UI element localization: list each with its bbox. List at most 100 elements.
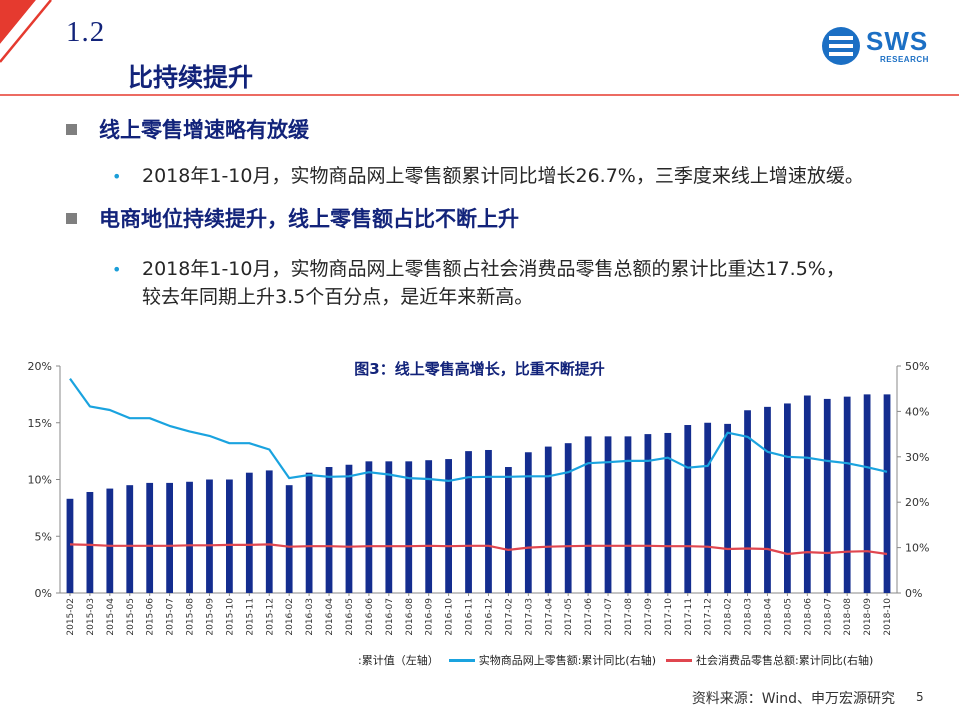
bar — [425, 460, 433, 593]
x-tick-label: 2015-09 — [205, 598, 215, 636]
x-tick-label: 2015-05 — [126, 598, 136, 636]
section-title: 比持续提升 — [128, 63, 254, 92]
x-tick-label: 2016-03 — [305, 598, 315, 636]
bar — [544, 446, 552, 593]
x-tick-label: 2015-12 — [265, 598, 275, 636]
x-tick-label: 2017-07 — [604, 598, 614, 636]
legend-swatch — [448, 658, 475, 662]
bar — [863, 394, 871, 593]
right-tick-label: 30% — [905, 451, 929, 464]
online-growth-line — [69, 378, 888, 482]
x-tick-label: 2017-05 — [564, 598, 574, 636]
x-tick-label: 2018-09 — [863, 598, 873, 636]
bar — [744, 410, 751, 593]
red-diagonal-line — [0, 0, 52, 63]
legend-label: 实物商品网上零售额:累计同比(右轴) — [478, 654, 657, 667]
right-tick-label: 50% — [905, 360, 929, 373]
x-tick-label: 2015-07 — [166, 598, 176, 636]
x-tick-label: 2016-12 — [484, 598, 494, 636]
bar — [843, 396, 851, 593]
x-tick-label: 2018-03 — [744, 598, 754, 636]
bar — [385, 461, 393, 593]
x-tick-label: 2016-09 — [425, 598, 435, 636]
x-tick-label: 2018-04 — [763, 598, 773, 636]
bar — [644, 434, 652, 593]
bar — [524, 452, 532, 593]
bar — [345, 464, 353, 593]
x-tick-label: 2015-04 — [106, 598, 116, 636]
x-tick-label: 2015-08 — [186, 598, 196, 636]
bar — [445, 459, 452, 593]
chart-svg: 0% 5% 10% 15% 20% 0% 10% 20% 30% 40% 50% 2015-02 201… — [28, 360, 930, 636]
logo-subtext: RESEARCH — [880, 55, 929, 64]
bar — [206, 479, 213, 593]
bar — [106, 488, 114, 593]
x-tick-label: 2015-10 — [225, 598, 235, 636]
bar — [664, 432, 672, 593]
x-tick-label: 2016-07 — [385, 598, 395, 636]
x-tick-label: 2018-08 — [843, 598, 853, 636]
x-tick-label: 2016-05 — [345, 598, 355, 636]
bullet-text: 2018年1-10月，实物商品网上零售额占社会消费品零售总额的累计比重达17.5… — [142, 258, 845, 280]
bar — [604, 436, 612, 593]
right-tick-label: 10% — [905, 542, 929, 555]
bar — [325, 467, 333, 593]
bullet-text: 较去年同期上升3.5个百分点，是近年来新高。 — [142, 286, 534, 308]
left-tick-label: 15% — [28, 417, 52, 430]
header-accent-shape — [0, 0, 959, 96]
legend-swatch — [666, 658, 693, 662]
x-tick-label: 2018-07 — [823, 598, 833, 636]
left-tick-label: 0% — [35, 587, 52, 600]
source-note: 资料来源：Wind、申万宏源研究 — [691, 691, 895, 707]
bar — [564, 443, 572, 593]
bar — [126, 485, 134, 593]
bar — [704, 422, 712, 593]
x-tick-label: 2015-02 — [66, 598, 76, 636]
bar — [365, 461, 373, 593]
x-tick-label: 2016-08 — [405, 598, 415, 636]
bar — [764, 406, 771, 593]
bar — [226, 479, 233, 593]
right-tick-label: 40% — [905, 405, 929, 418]
bar — [684, 425, 692, 593]
bar — [485, 449, 492, 593]
left-tick-label: 20% — [28, 360, 52, 373]
x-tick-label: 2017-06 — [584, 598, 594, 636]
bar — [803, 395, 811, 593]
x-tick-label: 2017-10 — [664, 598, 674, 636]
square-bullet-icon — [66, 123, 77, 135]
legend-label: 社会消费品零售总额:累计同比(右轴) — [696, 654, 874, 667]
point-heading-text: 电商地位持续提升，线上零售额占比不断上升 — [99, 207, 519, 231]
bar — [245, 472, 253, 593]
bar — [405, 461, 413, 593]
bullet-text: 2018年1-10月，实物商品网上零售额累计同比增长26.7%，三季度来线上增速… — [142, 165, 864, 187]
retail-growth-line — [69, 543, 888, 556]
x-tick-label: 2015-03 — [86, 598, 96, 636]
legend-item-online: 实物商品网上零售额:累计同比(右轴) — [448, 652, 657, 668]
legend-item-bars: :累计值（左轴） — [358, 652, 439, 668]
bar — [883, 394, 891, 593]
bar — [166, 482, 173, 593]
sws-logo-mark-icon — [822, 27, 860, 65]
bar — [584, 436, 592, 593]
chart-legend: :累计值（左轴） 实物商品网上零售额:累计同比(右轴) 社会消费品零售总额:累计… — [358, 652, 883, 668]
x-tick-label: 2018-10 — [883, 598, 893, 636]
bullet-dot-icon: • — [112, 167, 122, 186]
x-tick-label: 2018-05 — [783, 598, 793, 636]
left-tick-label: 10% — [28, 474, 52, 487]
point-heading-1: 线上零售增速略有放缓 — [66, 114, 309, 144]
right-tick-label: 20% — [905, 496, 929, 509]
page-number: 5 — [916, 690, 924, 704]
bullet-dot-icon: • — [112, 260, 122, 279]
right-tick-label: 0% — [905, 587, 922, 600]
x-tick-label: 2016-10 — [445, 598, 455, 636]
logo-text: SWS — [866, 26, 929, 56]
point-heading-text: 线上零售增速略有放缓 — [99, 118, 309, 142]
left-tick-label: 5% — [35, 530, 52, 543]
bar — [724, 423, 731, 593]
bar — [66, 498, 74, 593]
x-tick-label: 2016-02 — [285, 598, 295, 636]
bar — [305, 472, 313, 593]
slide-header: 1.2 比持续提升 SWS RESEARCH — [0, 0, 959, 100]
bar — [624, 436, 632, 593]
